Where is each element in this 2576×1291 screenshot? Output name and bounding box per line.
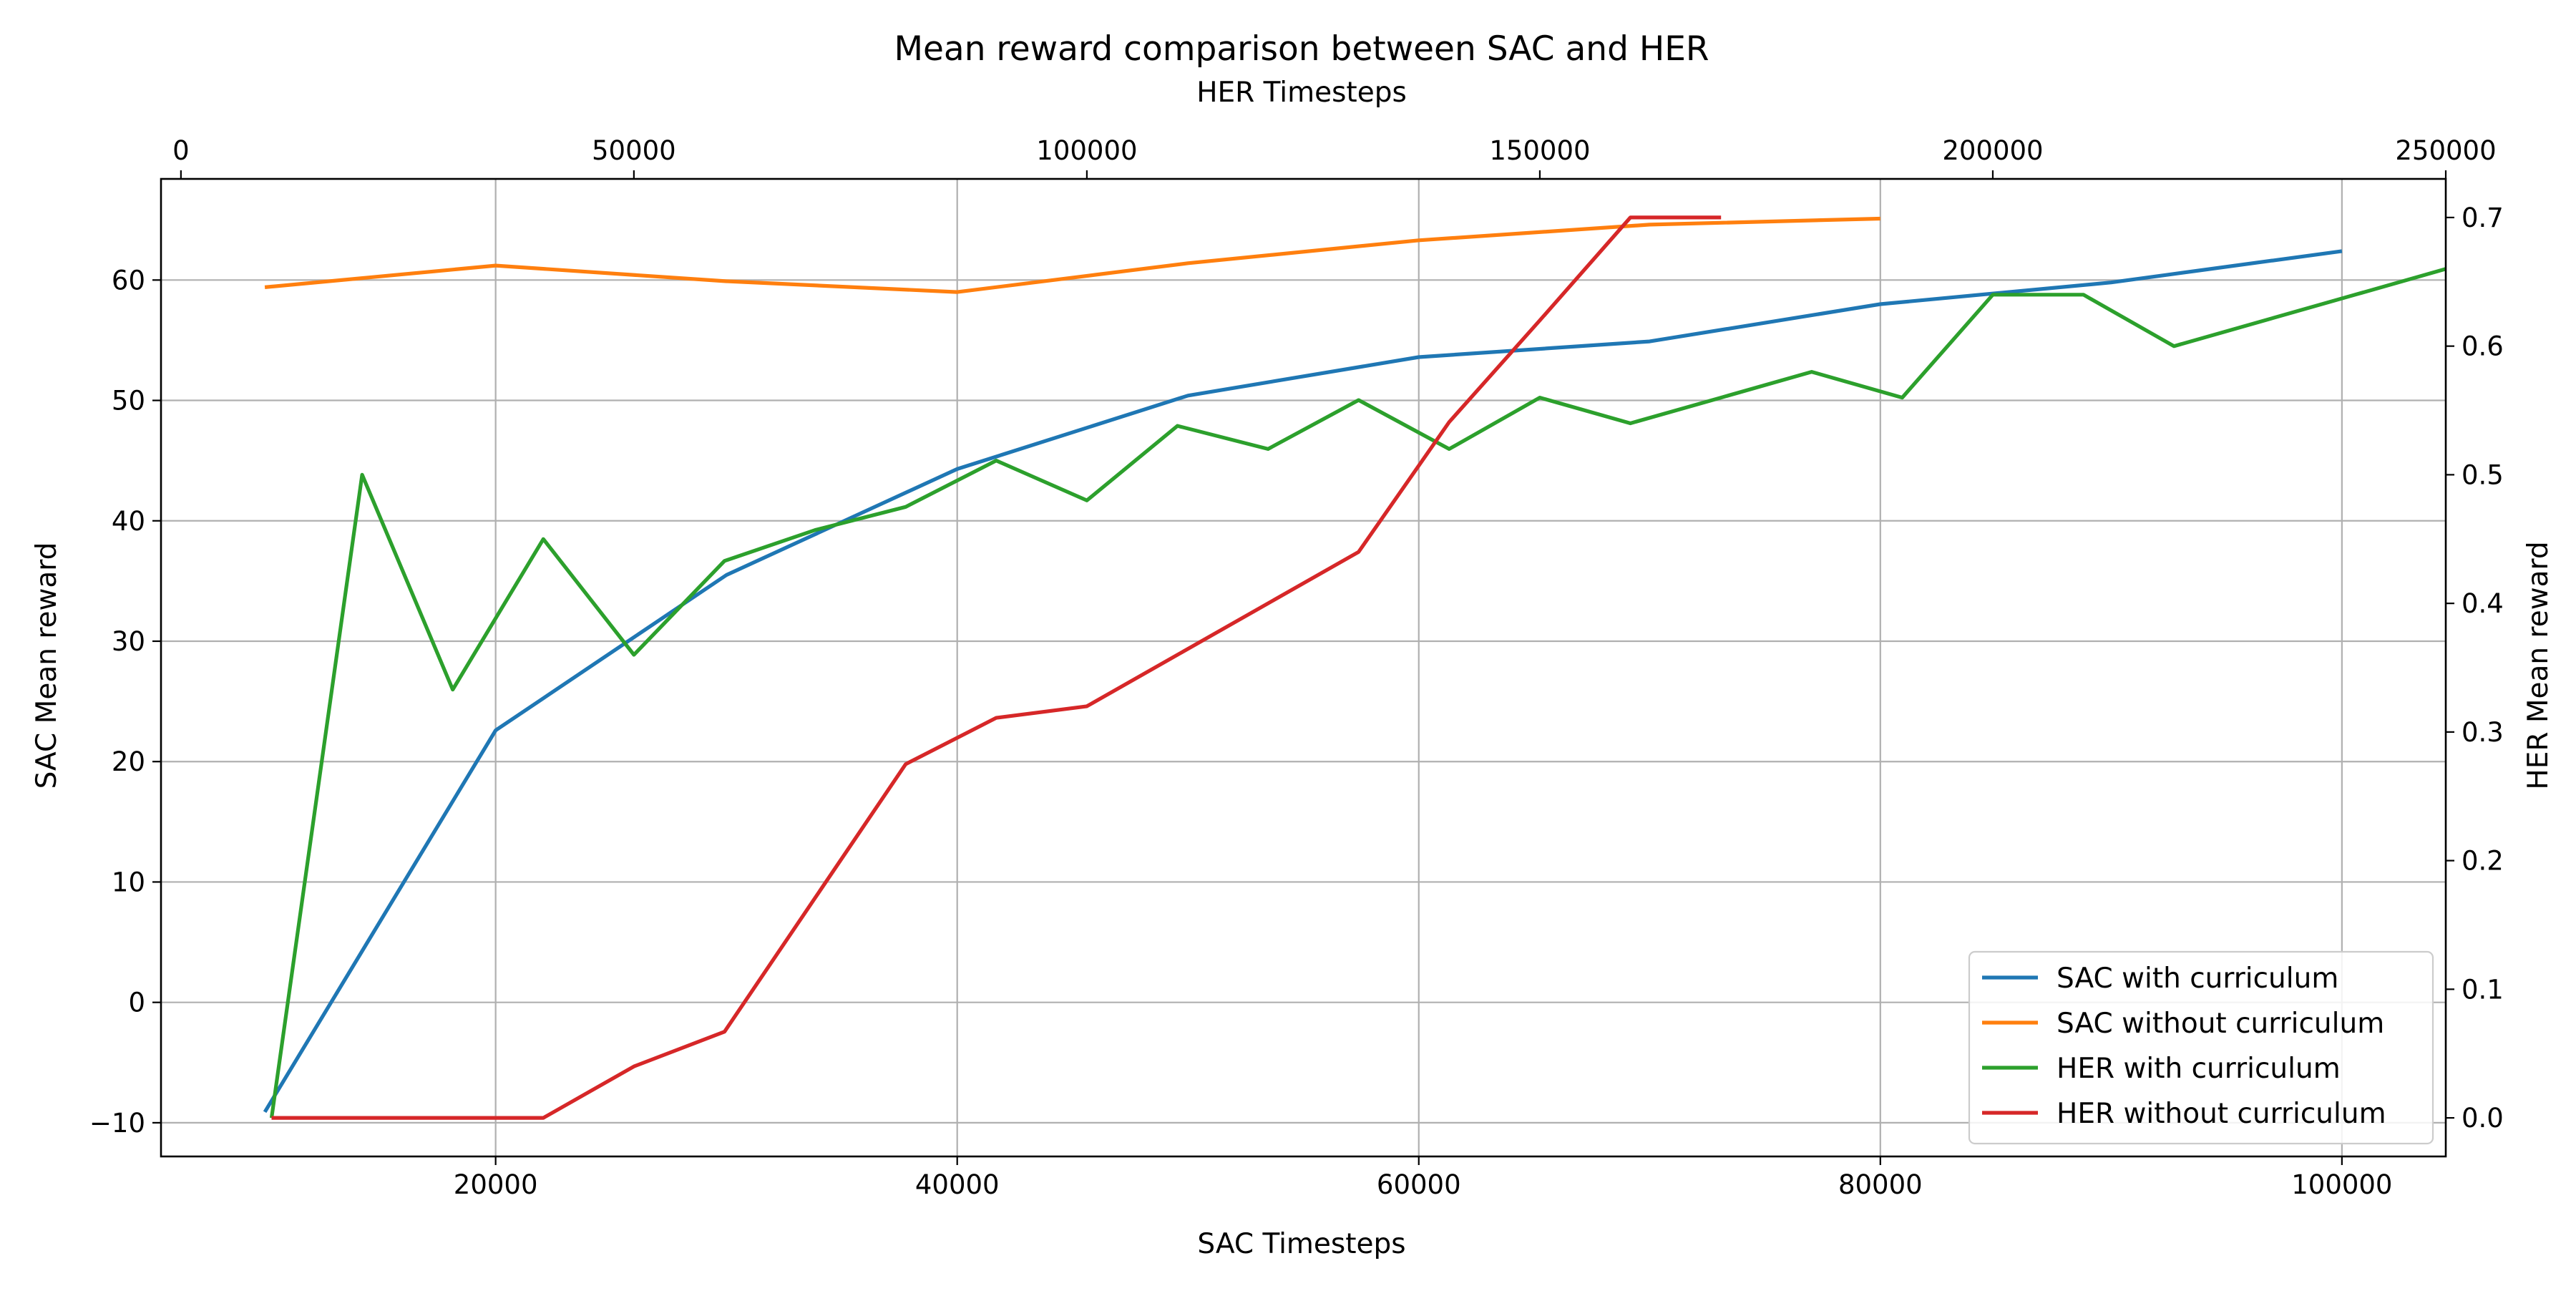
y-tick-label: 50 <box>112 386 145 416</box>
y-tick-label: 30 <box>112 626 145 657</box>
y-tick-label: 60 <box>112 265 145 296</box>
y2-tick-label: 0.0 <box>2462 1103 2504 1134</box>
x-axis-label: SAC Timesteps <box>1197 1228 1405 1260</box>
y-tick-label: −10 <box>89 1108 145 1139</box>
x2-tick-label: 250000 <box>2395 135 2496 166</box>
y2-tick-label: 0.2 <box>2462 846 2504 877</box>
x-tick-label: 100000 <box>2291 1169 2392 1200</box>
x2-axis-label: HER Timesteps <box>1196 77 1407 109</box>
series-line-her-with-curriculum <box>269 267 2446 1119</box>
plot-frame <box>160 177 2447 1158</box>
axis-ticks: 20000 40000 60000 80000 100000 −10 0 10 20 30 40 50… <box>89 135 2504 1200</box>
legend-label: SAC with curriculum <box>2057 963 2338 995</box>
x2-tick-label: 0 <box>172 135 190 166</box>
x2-tick-label: 100000 <box>1036 135 1137 166</box>
chart-title: Mean reward comparison between SAC and H… <box>894 29 1709 69</box>
y2-tick-label: 0.1 <box>2462 974 2504 1005</box>
x2-tick-label: 50000 <box>592 135 676 166</box>
series-line-her-without-curriculum <box>271 215 1722 1120</box>
x-tick-label: 60000 <box>1377 1169 1461 1200</box>
x2-tick-label: 150000 <box>1489 135 1590 166</box>
x-tick-label: 40000 <box>915 1169 1000 1200</box>
y-tick-label: 40 <box>112 506 145 537</box>
series-line-sac-without-curriculum <box>264 216 1880 294</box>
series-layer <box>263 215 2446 1120</box>
legend-box <box>1968 950 2434 1145</box>
y2-tick-label: 0.6 <box>2462 331 2504 362</box>
legend-label: SAC without curriculum <box>2057 1008 2384 1040</box>
y-axis-label: SAC Mean reward <box>31 542 63 789</box>
legend-label: HER without curriculum <box>2057 1098 2386 1130</box>
legend-label: HER with curriculum <box>2057 1053 2341 1085</box>
y2-tick-label: 0.3 <box>2462 717 2504 748</box>
y2-tick-label: 0.7 <box>2462 203 2504 233</box>
y2-tick-label: 0.5 <box>2462 459 2504 490</box>
y-tick-label: 20 <box>112 746 145 777</box>
y-tick-label: 10 <box>112 867 145 897</box>
y2-tick-label: 0.4 <box>2462 588 2504 619</box>
y-tick-label: 0 <box>128 988 145 1018</box>
legend: SAC with curriculum SAC without curriculu… <box>1968 950 2434 1145</box>
y2-axis-label: HER Mean reward <box>2522 541 2555 789</box>
x-tick-label: 80000 <box>1838 1169 1923 1200</box>
x2-tick-label: 200000 <box>1942 135 2043 166</box>
x-tick-label: 20000 <box>454 1169 538 1200</box>
